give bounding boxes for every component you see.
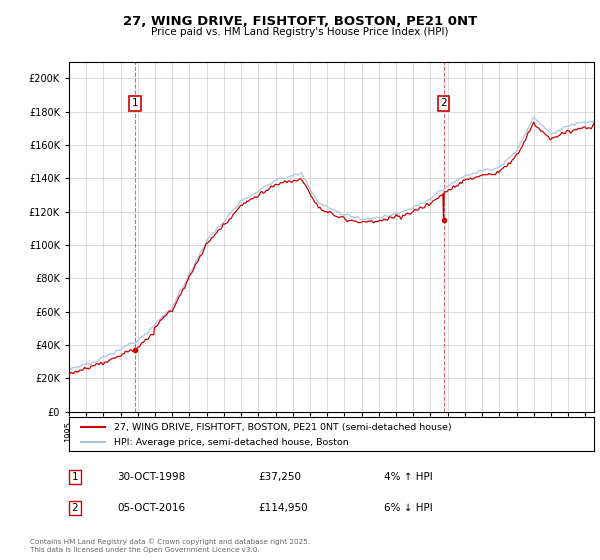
Text: 30-OCT-1998: 30-OCT-1998 [117, 472, 185, 482]
Text: 05-OCT-2016: 05-OCT-2016 [117, 503, 185, 513]
Text: 2: 2 [71, 503, 79, 513]
Text: 27, WING DRIVE, FISHTOFT, BOSTON, PE21 0NT (semi-detached house): 27, WING DRIVE, FISHTOFT, BOSTON, PE21 0… [113, 423, 451, 432]
Text: 1: 1 [71, 472, 79, 482]
Text: HPI: Average price, semi-detached house, Boston: HPI: Average price, semi-detached house,… [113, 438, 349, 447]
Text: 6% ↓ HPI: 6% ↓ HPI [384, 503, 433, 513]
Text: £37,250: £37,250 [258, 472, 301, 482]
Text: 27, WING DRIVE, FISHTOFT, BOSTON, PE21 0NT: 27, WING DRIVE, FISHTOFT, BOSTON, PE21 0… [123, 15, 477, 28]
Text: 1: 1 [131, 98, 138, 108]
Text: Contains HM Land Registry data © Crown copyright and database right 2025.
This d: Contains HM Land Registry data © Crown c… [30, 539, 310, 553]
Text: Price paid vs. HM Land Registry's House Price Index (HPI): Price paid vs. HM Land Registry's House … [151, 27, 449, 37]
Text: £114,950: £114,950 [258, 503, 308, 513]
Text: 2: 2 [440, 98, 447, 108]
Text: 4% ↑ HPI: 4% ↑ HPI [384, 472, 433, 482]
